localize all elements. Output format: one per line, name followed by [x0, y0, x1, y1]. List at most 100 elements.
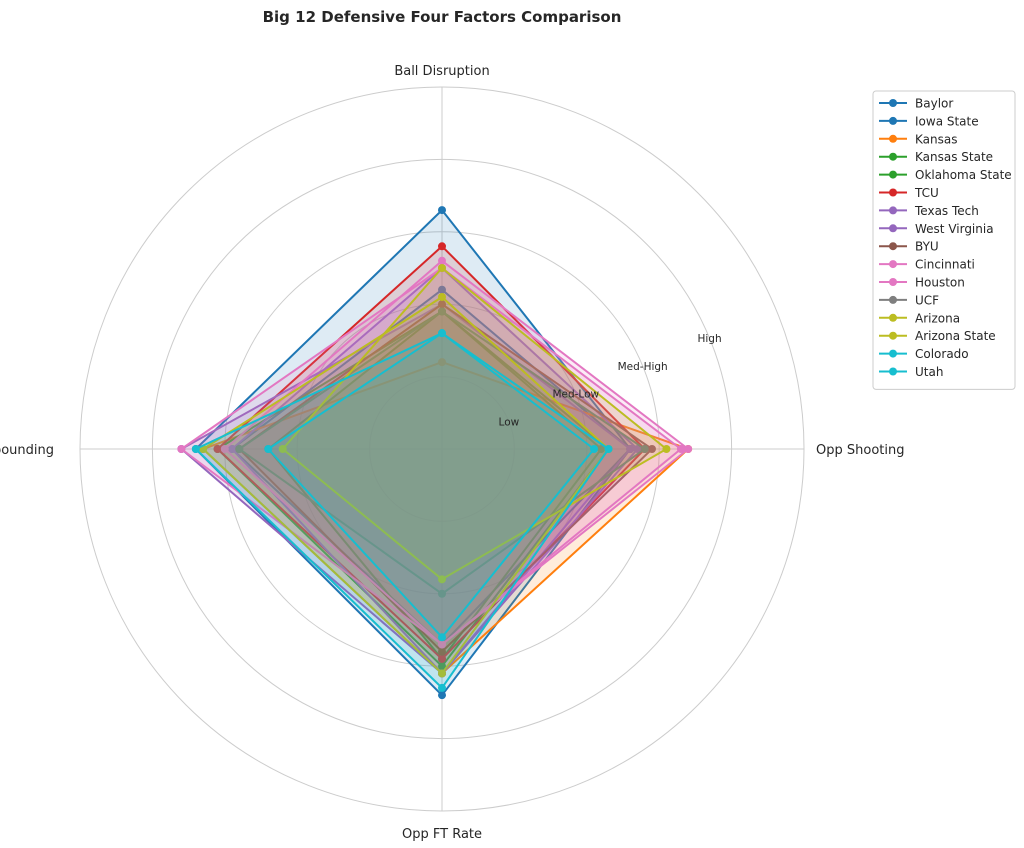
data-point — [438, 256, 446, 265]
legend-item: TCU — [879, 186, 939, 200]
series-fill — [282, 268, 667, 580]
series-tcu — [213, 242, 649, 663]
series-fill — [268, 311, 602, 659]
series-fill — [268, 333, 594, 638]
data-point — [647, 445, 656, 453]
legend-swatch-marker — [889, 99, 897, 107]
legend-label: Utah — [915, 365, 943, 379]
data-point — [438, 307, 446, 316]
legend-swatch-marker — [889, 313, 897, 322]
legend-label: TCU — [914, 186, 939, 200]
legend-swatch-marker — [889, 331, 897, 340]
data-point — [676, 445, 685, 453]
legend-label: Arizona — [915, 311, 960, 325]
chart-title: Big 12 Defensive Four Factors Comparison — [263, 8, 622, 26]
data-point — [235, 445, 244, 453]
data-point — [438, 358, 446, 367]
legend-swatch-marker — [889, 367, 897, 376]
data-point — [626, 445, 635, 453]
data-point — [278, 445, 287, 453]
legend-item: West Virginia — [879, 222, 994, 236]
data-point — [438, 300, 446, 309]
data-point — [597, 445, 606, 453]
legend-item: Cincinnati — [879, 258, 975, 272]
legend-label: Iowa State — [915, 114, 979, 128]
legend-label: UCF — [915, 293, 939, 307]
legend-frame — [872, 90, 1016, 390]
legend-swatch-marker — [889, 278, 897, 286]
axis-label: Opp Shooting — [816, 443, 904, 458]
data-point — [438, 264, 446, 272]
data-point — [177, 445, 186, 453]
series-utah — [264, 329, 599, 642]
data-point — [438, 691, 446, 700]
data-point — [590, 445, 599, 453]
data-point — [438, 575, 446, 584]
legend-label: Texas Tech — [914, 204, 979, 218]
series-colorado — [191, 329, 613, 692]
legend-item: Kansas State — [879, 150, 993, 164]
legend-label: Arizona State — [915, 329, 996, 343]
legend-item: BYU — [879, 240, 939, 254]
data-point — [604, 445, 613, 453]
data-point — [228, 445, 237, 453]
data-point — [438, 683, 446, 692]
legend-label: Kansas State — [915, 150, 993, 164]
series-fill — [203, 362, 689, 674]
legend: Baylor Iowa State Kansas Kansas State Oklaho… — [872, 90, 1016, 390]
ring-labels: Low Med-Low Med-High High — [499, 333, 722, 428]
legend-swatch-marker — [889, 152, 897, 161]
legend-swatch-marker — [889, 260, 897, 269]
legend-swatch-marker — [889, 224, 897, 233]
legend-item: UCF — [879, 293, 939, 307]
data-point — [633, 445, 642, 453]
legend-swatch-marker — [889, 295, 897, 304]
series-fill — [217, 311, 609, 667]
series-fill — [239, 304, 653, 652]
legend-item: Arizona — [879, 311, 960, 325]
legend-swatch-marker — [889, 206, 897, 215]
series-fill — [203, 297, 609, 674]
legend-item: Utah — [879, 365, 943, 379]
series-arizona-state — [278, 264, 671, 584]
legend-swatch-marker — [889, 134, 897, 143]
data-point — [438, 654, 446, 663]
series-layer — [177, 206, 693, 700]
legend-item: Colorado — [879, 347, 969, 361]
axis-labels: Ball Disruption Opp Shooting Opp FT Rate De… — [0, 64, 904, 842]
data-point — [264, 445, 273, 453]
legend-label: BYU — [915, 240, 939, 254]
data-point — [684, 445, 693, 453]
legend-item: Houston — [879, 276, 965, 290]
data-point — [191, 445, 200, 453]
legend-label: West Virginia — [915, 222, 994, 236]
data-point — [438, 242, 446, 251]
legend-swatch-marker — [889, 170, 897, 179]
series-fill — [224, 260, 689, 645]
legend-label: Kansas — [915, 132, 957, 146]
legend-item: Baylor — [879, 97, 953, 111]
axis-label: Opp FT Rate — [402, 827, 482, 842]
axis-label: Ball Disruption — [394, 64, 489, 79]
legend-label: Oklahoma State — [915, 168, 1012, 182]
data-point — [438, 633, 446, 642]
ring-label: High — [697, 333, 721, 345]
legend-item: Texas Tech — [879, 204, 979, 218]
data-point — [438, 647, 446, 656]
legend-label: Colorado — [915, 347, 969, 361]
data-point — [438, 329, 446, 338]
legend-swatch-marker — [889, 188, 897, 197]
data-point — [438, 206, 446, 215]
ring-label: Med-High — [618, 361, 668, 373]
legend-label: Cincinnati — [915, 258, 975, 272]
data-point — [438, 640, 446, 649]
legend-item: Iowa State — [879, 114, 979, 128]
legend-swatch-marker — [889, 349, 897, 358]
data-point — [640, 445, 649, 453]
data-point — [438, 669, 446, 678]
ring-label: Med-Low — [552, 389, 599, 401]
data-point — [438, 662, 446, 671]
legend-label: Houston — [915, 276, 965, 290]
data-point — [662, 445, 671, 453]
data-point — [438, 285, 446, 294]
